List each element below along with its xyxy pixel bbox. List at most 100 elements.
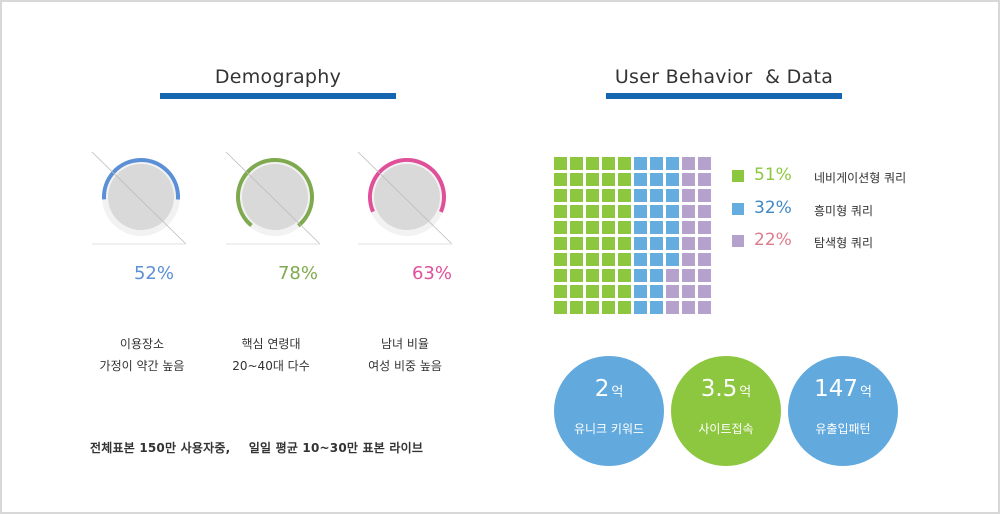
stat-unique-keywords-value: 2: [594, 376, 610, 402]
caption-age: 핵심 연령대 20~40대 다수: [196, 333, 346, 377]
waffle-cell: [602, 221, 615, 234]
footnote-part2: 일일 평균 10~30만 표본 라이브: [248, 441, 424, 455]
stat-site-visits-unit: 억: [739, 385, 752, 400]
waffle-cell: [554, 237, 567, 250]
waffle-cell: [570, 237, 583, 250]
stat-unique-keywords-label: 유니크 키워드: [573, 422, 645, 436]
caption-location-title: 이용장소: [119, 337, 165, 351]
waffle-cell: [666, 189, 679, 202]
donut-svg-0: [91, 151, 187, 245]
stat-traffic-patterns: 147 억 유출입패턴: [788, 356, 898, 466]
waffle-cell: [650, 269, 663, 282]
legend-percent-exploration: 22%: [754, 230, 792, 250]
waffle-cell: [602, 189, 615, 202]
waffle-cell: [570, 205, 583, 218]
stat-traffic-patterns-value-wrap: 147 억: [788, 376, 898, 402]
waffle-cell: [602, 301, 615, 314]
waffle-cell: [602, 269, 615, 282]
waffle-svg: [554, 157, 711, 314]
caption-gender: 남녀 비율 여성 비중 높음: [330, 333, 480, 377]
donut-percent-gender: 63%: [411, 263, 452, 284]
legend-percent-navigation: 51%: [754, 165, 792, 185]
waffle-cell: [602, 205, 615, 218]
waffle-cell: [698, 253, 711, 266]
sample-footnote: 전체표본 150만 사용자중, 일일 평균 10~30만 표본 라이브: [90, 439, 423, 456]
waffle-cell: [618, 205, 631, 218]
waffle-cell: [618, 301, 631, 314]
waffle-cell: [586, 157, 599, 170]
waffle-cell: [682, 157, 695, 170]
donut-chart-gender: [357, 151, 453, 245]
demography-title: Demography: [214, 66, 342, 88]
caption-gender-title: 남녀 비율: [381, 337, 429, 351]
waffle-cell: [650, 237, 663, 250]
stat-site-visits: 3.5 억 사이트접속: [671, 356, 781, 466]
waffle-cell: [634, 237, 647, 250]
donut-center: [108, 164, 174, 230]
waffle-cell: [618, 189, 631, 202]
stat-site-visits-value: 3.5: [700, 376, 738, 402]
waffle-cell: [698, 205, 711, 218]
waffle-cell: [602, 253, 615, 266]
waffle-cell: [634, 157, 647, 170]
waffle-cell: [602, 285, 615, 298]
waffle-cell: [682, 269, 695, 282]
waffle-cell: [666, 301, 679, 314]
waffle-cell: [570, 269, 583, 282]
stat-site-visits-value-wrap: 3.5 억: [671, 376, 781, 402]
waffle-cell: [554, 301, 567, 314]
stat-site-visits-label: 사이트접속: [698, 422, 754, 436]
waffle-cell: [554, 173, 567, 186]
waffle-cell: [666, 253, 679, 266]
waffle-cell: [698, 237, 711, 250]
stat-traffic-patterns-value: 147: [814, 376, 858, 402]
waffle-cell: [698, 221, 711, 234]
donut-svg-1: [225, 151, 321, 245]
waffle-cell: [666, 205, 679, 218]
caption-location: 이용장소 가정이 약간 높음: [67, 333, 217, 377]
waffle-cell: [554, 205, 567, 218]
waffle-cell: [586, 301, 599, 314]
waffle-cell: [586, 269, 599, 282]
waffle-cell: [634, 285, 647, 298]
waffle-cell: [682, 189, 695, 202]
stat-traffic-patterns-unit: 억: [859, 385, 872, 400]
legend-swatch-purple: [732, 235, 744, 247]
legend-swatch-blue: [732, 203, 744, 215]
donut-chart-location: [91, 151, 187, 245]
waffle-cell: [618, 221, 631, 234]
waffle-cell: [554, 221, 567, 234]
waffle-cell: [666, 237, 679, 250]
waffle-cell: [682, 253, 695, 266]
behavior-title-underline: [606, 93, 842, 99]
waffle-cell: [682, 221, 695, 234]
donut-diagonal: [225, 151, 321, 245]
waffle-cell: [666, 173, 679, 186]
caption-age-title: 핵심 연령대: [241, 337, 301, 351]
waffle-cell: [682, 301, 695, 314]
footnote-part1: 전체표본 150만 사용자중,: [90, 441, 231, 455]
waffle-cell: [570, 189, 583, 202]
waffle-cell: [602, 237, 615, 250]
waffle-cell: [586, 173, 599, 186]
waffle-cell: [634, 173, 647, 186]
donut-diagonal: [357, 151, 453, 245]
donut-svg-2: [357, 151, 453, 245]
waffle-cell: [698, 189, 711, 202]
waffle-cell: [698, 301, 711, 314]
waffle-cell: [586, 205, 599, 218]
query-waffle-chart: [554, 157, 714, 317]
waffle-cell: [618, 285, 631, 298]
waffle-cell: [554, 157, 567, 170]
demography-title-underline: [160, 93, 396, 99]
caption-age-detail: 20~40대 다수: [232, 359, 310, 373]
waffle-cell: [650, 189, 663, 202]
waffle-cell: [618, 173, 631, 186]
donut-chart-age: [225, 151, 321, 245]
behavior-title: User Behavior & Data: [614, 66, 834, 88]
waffle-cell: [682, 285, 695, 298]
caption-gender-detail: 여성 비중 높음: [368, 359, 442, 373]
caption-location-detail: 가정이 약간 높음: [99, 359, 185, 373]
